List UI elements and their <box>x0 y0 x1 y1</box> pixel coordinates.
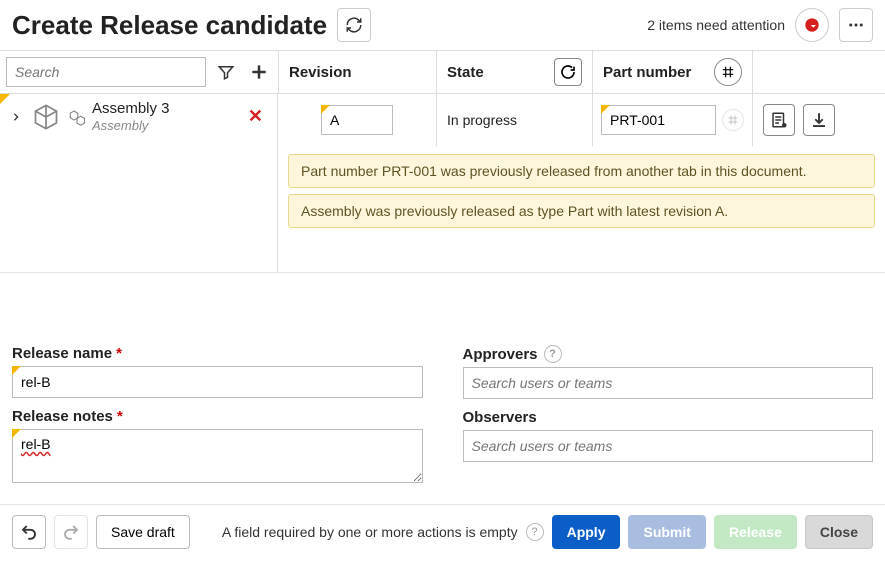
release-button[interactable]: Release <box>714 515 797 549</box>
redo-button[interactable] <box>54 515 88 549</box>
required-marker: * <box>116 345 122 362</box>
release-notes-label: Release notes <box>12 408 113 425</box>
close-button[interactable]: Close <box>805 515 873 549</box>
release-notes-input[interactable]: <span class="underline-err">rel-B</span> <box>12 429 423 483</box>
part-number-input[interactable] <box>601 105 716 135</box>
warning-message: Part number PRT-001 was previously relea… <box>288 154 875 188</box>
attention-text: 2 items need attention <box>647 17 785 33</box>
properties-button[interactable] <box>763 104 795 136</box>
modified-marker-icon <box>0 94 10 104</box>
validation-help-icon[interactable]: ? <box>526 523 544 541</box>
release-name-input[interactable] <box>12 366 423 398</box>
modified-marker-icon <box>12 366 21 375</box>
approvers-label: Approvers <box>463 346 538 363</box>
footer: Save draft A field required by one or mo… <box>0 504 885 559</box>
state-text: In progress <box>447 112 517 128</box>
approvers-input[interactable] <box>463 367 874 399</box>
observers-label: Observers <box>463 409 537 426</box>
tree-item-name: Assembly 3 <box>92 100 236 118</box>
data-row: In progress <box>278 94 885 146</box>
more-button[interactable] <box>839 8 873 42</box>
remove-item-button[interactable]: ✕ <box>242 106 269 127</box>
approvers-help-icon[interactable]: ? <box>544 345 562 363</box>
state-cycle-button[interactable] <box>554 58 582 86</box>
search-input[interactable] <box>6 57 206 87</box>
part-number-gen-button[interactable] <box>722 109 744 131</box>
page-title: Create Release candidate <box>12 10 327 41</box>
form-area: Release name* Release notes* <span class… <box>0 272 885 504</box>
refresh-button[interactable] <box>337 8 371 42</box>
tree-item-type: Assembly <box>92 118 236 134</box>
toolbar: Revision State Part number <box>0 50 885 94</box>
undo-button[interactable] <box>12 515 46 549</box>
modified-marker-icon <box>12 429 21 438</box>
modified-marker-icon <box>601 105 610 114</box>
filter-icon[interactable] <box>212 52 239 92</box>
apply-button[interactable]: Apply <box>552 515 621 549</box>
part-number-settings-button[interactable] <box>714 58 742 86</box>
modified-marker-icon <box>321 105 330 114</box>
warning-message: Assembly was previously released as type… <box>288 194 875 228</box>
attention-icon[interactable] <box>795 8 829 42</box>
required-marker: * <box>117 408 123 425</box>
column-part-number: Part number <box>603 64 691 81</box>
column-revision: Revision <box>278 51 436 93</box>
expand-chevron[interactable] <box>8 109 24 125</box>
item-tree: Assembly 3 Assembly ✕ <box>0 94 278 272</box>
assembly-icon <box>68 108 86 126</box>
part-cube-icon <box>30 101 62 133</box>
column-actions <box>752 51 885 93</box>
header: Create Release candidate 2 items need at… <box>0 0 885 50</box>
add-button[interactable] <box>245 52 272 92</box>
revision-input[interactable] <box>321 105 393 135</box>
footer-validation-text: A field required by one or more actions … <box>222 524 518 540</box>
tree-row[interactable]: Assembly 3 Assembly ✕ <box>0 94 277 140</box>
observers-input[interactable] <box>463 430 874 462</box>
download-button[interactable] <box>803 104 835 136</box>
release-name-label: Release name <box>12 345 112 362</box>
submit-button[interactable]: Submit <box>628 515 705 549</box>
column-state: State <box>447 64 484 81</box>
save-draft-button[interactable]: Save draft <box>96 515 190 549</box>
